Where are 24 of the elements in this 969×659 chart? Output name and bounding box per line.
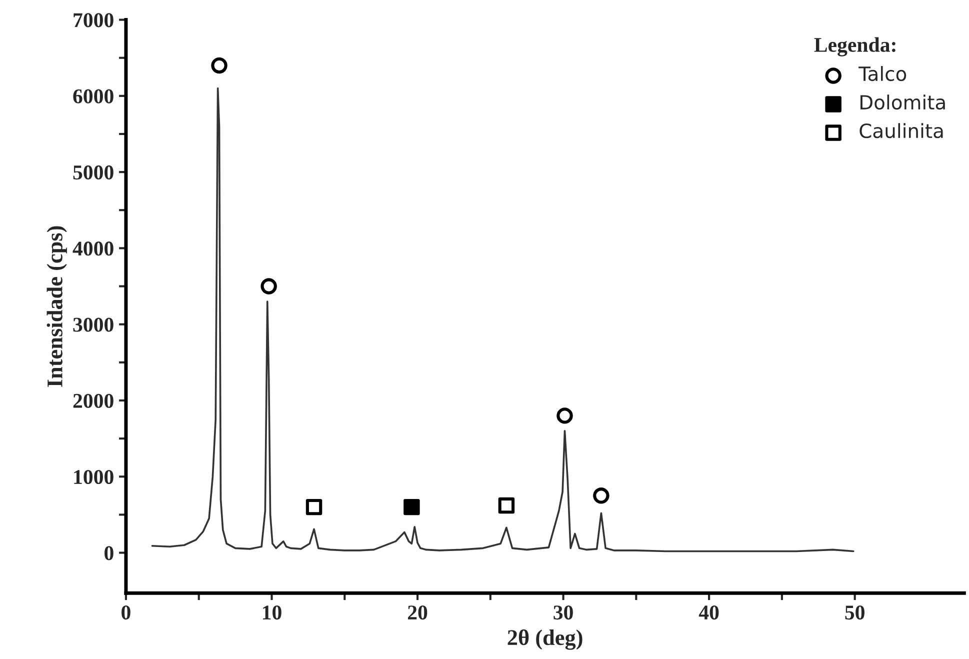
- y-tick-label: 3000: [73, 318, 114, 332]
- point: [498, 497, 515, 514]
- legend-title: Legenda:: [814, 37, 896, 56]
- y-tick-label: 7000: [74, 13, 114, 28]
- y-axis-title: Intensidade (cps): [46, 226, 67, 387]
- legend-label: Caulinita: [860, 123, 943, 138]
- x-tick-label: 10: [262, 606, 282, 620]
- x-tick-label: 40: [698, 606, 719, 620]
- y-tick-label: 6000: [73, 89, 114, 104]
- y-tick-label: 1000: [74, 470, 114, 484]
- point: [404, 498, 420, 516]
- x-tick-label: 0: [122, 606, 130, 620]
- legend-label: Talco: [858, 66, 906, 82]
- x-tick-label: 20: [408, 606, 428, 620]
- y-tick-label: 4000: [72, 242, 114, 256]
- y-tick-label: 2000: [73, 394, 114, 408]
- y-tick-label: 5000: [73, 165, 114, 180]
- legend-label: Dolomita: [860, 94, 945, 110]
- x-tick-label: 50: [845, 606, 864, 620]
- y-tick-label: 0: [104, 546, 114, 560]
- x-tick-label: 30: [554, 606, 573, 620]
- x-axis-title: 2θ (deg): [508, 629, 582, 650]
- line-series: [151, 87, 854, 552]
- point: [306, 498, 322, 516]
